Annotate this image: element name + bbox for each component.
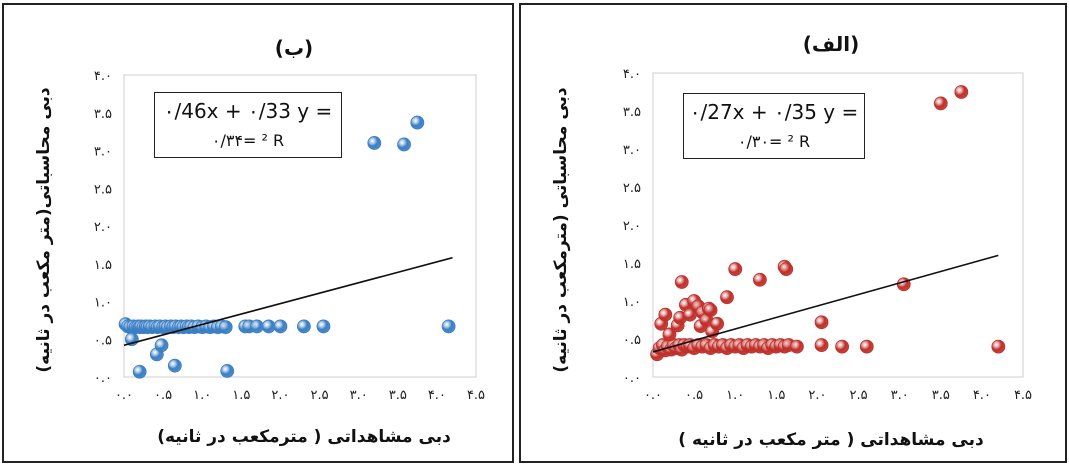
y-tick-label: ۲.۰ — [623, 219, 641, 234]
data-point — [991, 339, 1006, 354]
r-squared-label: ۰/۳۴= ² R — [211, 131, 285, 150]
y-axis-label: دبی محاسباتی (مترمکعب در ثانیه) — [551, 87, 571, 373]
x-tick-label: ۰.۵ — [685, 388, 703, 403]
data-point — [954, 85, 969, 99]
data-point — [441, 319, 456, 334]
data-point — [835, 339, 850, 354]
data-point — [728, 262, 743, 276]
x-tick-label: ۱.۰ — [726, 388, 744, 403]
x-tick-label: ۱.۰ — [193, 388, 211, 403]
data-point — [273, 319, 288, 334]
y-tick-label: ۳.۰ — [94, 145, 112, 160]
x-tick-label: ۲.۵ — [311, 388, 329, 403]
data-point — [674, 275, 689, 289]
data-point — [367, 136, 382, 150]
y-tick-label: ۰.۵ — [94, 333, 112, 348]
y-tick-label: ۲.۵ — [94, 182, 112, 197]
data-point — [316, 319, 331, 334]
data-point — [261, 319, 276, 334]
data-point — [410, 115, 425, 130]
y-tick-label: ۱.۵ — [623, 257, 641, 272]
x-tick-label: ۲.۰ — [271, 388, 289, 403]
data-point — [132, 364, 147, 379]
x-axis-label: دبی مشاهداتی ( متر مکعب در ثانیه ) — [678, 430, 984, 450]
chart-panel-a: (الف) ۰.۰ ۰.۵ ۱.۰ ۱.۵ ۲.۰ ۲.۵ ۳.۰ ۳.۵ ۴.۰ ۰.۰ ۰.۵ ۱.… — [519, 3, 1067, 463]
data-point — [779, 262, 794, 276]
x-axis-label: دبی مشاهداتی ( مترمکعب در ثانیه) — [157, 427, 451, 447]
r-squared-label: ۰/۳۰= ² R — [737, 132, 811, 151]
x-tick-label: ۱.۵ — [767, 388, 785, 403]
data-point — [167, 358, 182, 373]
x-tick-label: ۳.۰ — [891, 388, 909, 403]
x-tick-label: ۴.۰ — [428, 388, 446, 403]
x-tick-label: ۴.۵ — [1014, 388, 1032, 403]
x-tick-label: ۰.۵ — [154, 388, 172, 403]
x-tick-label: ۰.۰ — [644, 388, 662, 403]
scatter-plot-b: (ب) ۰.۰ ۰.۵ ۱.۰ ۱.۵ ۲.۰ ۲.۵ ۳.۰ ۳.۵ ۴.۰ ۰.۰ ۰.۵ ۱.۰ ۱… — [34, 36, 485, 447]
data-point — [752, 272, 767, 287]
data-point — [297, 319, 311, 334]
data-point — [703, 303, 718, 318]
x-tick-label: ۲.۰ — [808, 388, 826, 403]
y-tick-label: ۳.۰ — [623, 143, 641, 158]
y-tick-label: ۱.۰ — [94, 296, 112, 311]
y-tick-label: ۲.۵ — [623, 181, 641, 196]
y-tick-label: ۴.۰ — [94, 69, 112, 84]
y-tick-label: ۳.۵ — [623, 105, 641, 120]
x-tick-label: ۴.۵ — [467, 388, 485, 403]
data-point — [710, 316, 725, 331]
chart-panel-b: (ب) ۰.۰ ۰.۵ ۱.۰ ۱.۵ ۲.۰ ۲.۵ ۳.۰ ۳.۵ ۴.۰ ۰.۰ ۰.۵ ۱.۰ ۱… — [2, 3, 514, 463]
y-tick-label: ۲.۰ — [94, 220, 112, 235]
x-tick-label: ۳.۵ — [932, 388, 950, 403]
data-point — [250, 319, 264, 334]
equation-box: ۰/46x + ۰/33 y = ۰/۳۴= ² R — [154, 92, 342, 158]
data-point — [154, 338, 169, 353]
data-point — [658, 307, 673, 322]
chart-title: (الف) — [803, 32, 859, 56]
plot-area — [123, 74, 477, 378]
data-point — [814, 315, 829, 330]
data-point — [933, 96, 948, 111]
y-tick-label: ۱.۰ — [623, 295, 641, 310]
x-tick-label: ۳.۵ — [389, 388, 407, 403]
x-tick-label: ۱.۵ — [232, 388, 250, 403]
data-point — [814, 338, 829, 352]
x-tick-label: ۲.۵ — [850, 388, 868, 403]
data-point — [789, 339, 804, 354]
trend-line — [123, 256, 453, 347]
scatter-plot-a: (الف) ۰.۰ ۰.۵ ۱.۰ ۱.۵ ۲.۰ ۲.۵ ۳.۰ ۳.۵ ۴.۰ ۰.۰ ۰.۵ ۱.… — [551, 32, 1032, 450]
equation-box: ۰/27x + ۰/35 y = ۰/۳۰= ² R — [683, 93, 865, 159]
data-point — [662, 327, 677, 342]
data-point — [218, 320, 233, 335]
data-point — [720, 290, 734, 305]
y-tick-label: ۳.۵ — [94, 107, 112, 122]
chart-title: (ب) — [275, 36, 313, 60]
x-tick-label: ۰.۰ — [115, 388, 133, 403]
y-tick-label: ۰.۰ — [623, 371, 641, 386]
plot-area — [652, 72, 1024, 378]
trend-line — [652, 254, 999, 353]
regression-equation: ۰/46x + ۰/33 y = — [163, 99, 333, 123]
data-point — [397, 137, 411, 152]
x-tick-label: ۳.۰ — [350, 388, 368, 403]
regression-equation: ۰/27x + ۰/35 y = — [689, 100, 859, 124]
y-tick-label: ۰.۰ — [94, 371, 112, 386]
y-tick-label: ۰.۵ — [623, 333, 641, 348]
x-tick-label: ۴.۰ — [973, 388, 991, 403]
data-point — [859, 339, 874, 354]
y-axis-label: دبی محاسباتی(متر مکعب در ثانیه) — [34, 87, 54, 373]
data-point — [220, 364, 235, 378]
y-tick-label: ۱.۵ — [94, 258, 112, 273]
y-tick-label: ۴.۰ — [623, 67, 641, 82]
